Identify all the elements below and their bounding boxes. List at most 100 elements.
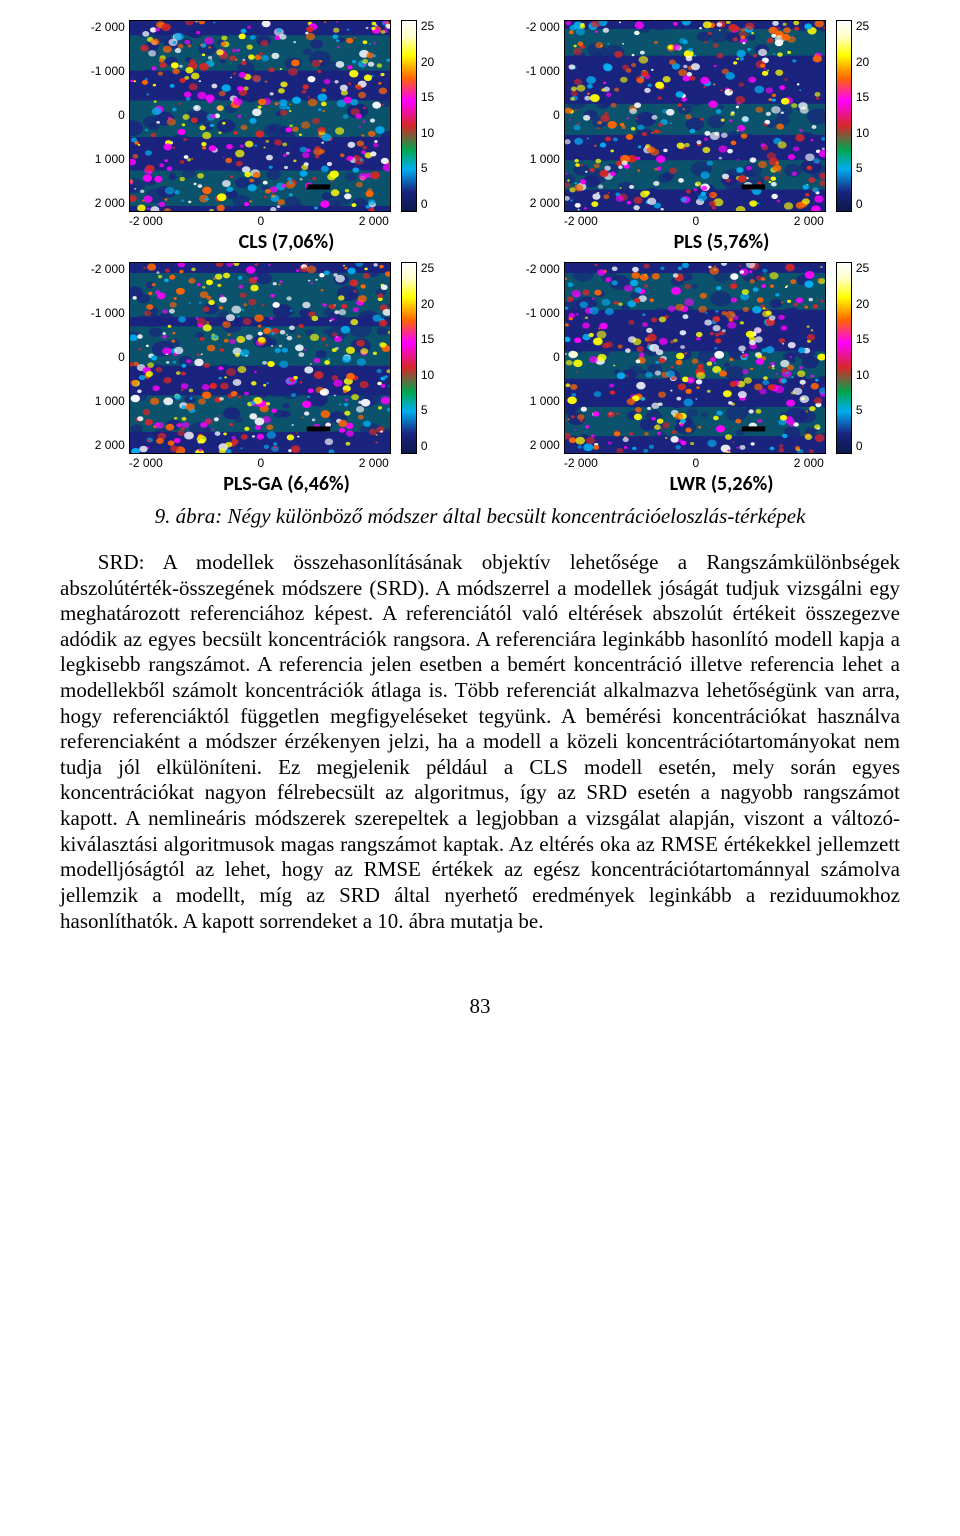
y-axis: -2 000-1 00001 0002 000 — [91, 20, 125, 210]
panel-lwr: -2 000 -1 000 0 1 000 2 000 -2 000 0 2 000 25 20 1… — [495, 262, 900, 496]
y-axis: -2 000-1 00001 0002 000 — [91, 262, 125, 452]
colorbar-tick: 25 — [421, 20, 434, 32]
chart-row: -2 000 -1 000 0 1 000 2 000-2 000 0 2 000 25 20 1… — [91, 20, 434, 228]
colorbar-tick: 10 — [856, 369, 869, 381]
x-tick: 0 — [692, 214, 699, 228]
figure-caption: 9. ábra: Négy különböző módszer által be… — [60, 504, 900, 529]
colorbar-tick: 15 — [421, 91, 434, 103]
colorbar-ticks: 25 20 15 10 5 0 — [856, 262, 869, 452]
panel-cls: -2 000 -1 000 0 1 000 2 000-2 000 0 2 000 25 20 1… — [60, 20, 465, 254]
colorbar-gradient — [836, 20, 852, 212]
document-page: -2 000 -1 000 0 1 000 2 000 -2 000 0 2 000 25 20 1… — [0, 0, 960, 1059]
colorbar: 2520151050 — [836, 20, 869, 212]
chart-row: -2 000 -1 000 0 1 000 2 000 -2 000 0 2 000 25 20 1… — [526, 262, 869, 470]
x-tick: 0 — [257, 456, 264, 470]
x-tick: -2 000 — [564, 214, 598, 228]
x-tick: 0 — [257, 214, 264, 228]
colorbar-tick: 20 — [421, 298, 434, 310]
panel-percent: (5,26%) — [711, 472, 774, 496]
colorbar-tick: 10 — [421, 369, 434, 381]
x-axis: -2 000 0 2 000 — [564, 456, 824, 470]
colorbar-gradient — [401, 262, 417, 454]
panel-pls: -2 000-1 00001 0002 000-2 00002 00025201… — [495, 20, 900, 254]
y-tick: 0 — [526, 350, 560, 364]
x-tick: -2 000 — [564, 456, 598, 470]
y-tick: -2 000 — [526, 20, 560, 34]
x-axis: -2 000 0 2 000 — [129, 456, 389, 470]
heatmap-image — [564, 262, 826, 454]
colorbar-tick: 0 — [856, 440, 869, 452]
y-tick: -1 000 — [526, 64, 560, 78]
x-axis: -2 000 0 2 000 — [129, 214, 389, 228]
colorbar: 25 20 15 10 5 0 — [401, 20, 434, 212]
panel-label: LWR (5,26%) — [568, 472, 876, 496]
y-axis: -2 000 -1 000 0 1 000 2 000 — [526, 20, 560, 210]
y-tick: 2 000 — [526, 196, 560, 210]
y-tick: 1 000 — [526, 394, 560, 408]
y-tick: -1 000 — [526, 306, 560, 320]
colorbar-tick: 20 — [856, 298, 869, 310]
y-tick: 2 000 — [91, 438, 125, 452]
colorbar-tick: 0 — [421, 198, 434, 210]
panel-name: CLS — [239, 230, 272, 254]
y-tick: -2 000 — [91, 20, 125, 34]
colorbar-tick: 15 — [856, 333, 869, 345]
y-tick: 1 000 — [91, 394, 125, 408]
panel-name: LWR — [670, 472, 711, 496]
colorbar-gradient — [836, 262, 852, 454]
y-axis: -2 000 -1 000 0 1 000 2 000 — [526, 262, 560, 452]
y-tick: 1 000 — [91, 152, 125, 166]
heatmap-column: -2 000 0 2 000 — [564, 262, 826, 470]
chart-row: -2 000-1 00001 0002 000-2 00002 00025201… — [526, 20, 869, 228]
body-paragraph: SRD: A modellek összehasonlításának obje… — [60, 550, 900, 934]
colorbar-tick: 5 — [856, 162, 869, 174]
heatmap-image — [129, 20, 391, 212]
colorbar-tick: 0 — [856, 198, 869, 210]
y-tick: 1 000 — [526, 152, 560, 166]
colorbar-gradient — [401, 20, 417, 212]
colorbar-tick: 25 — [856, 262, 869, 274]
colorbar-ticks: 2520151050 — [421, 262, 434, 452]
y-tick: -1 000 — [91, 64, 125, 78]
x-tick: 2 000 — [359, 456, 389, 470]
colorbar-tick: 10 — [421, 127, 434, 139]
colorbar-tick: 20 — [421, 56, 434, 68]
colorbar-tick: 15 — [856, 91, 869, 103]
x-tick: 0 — [692, 456, 699, 470]
colorbar: 2520151050 — [401, 262, 434, 454]
colorbar-tick: 15 — [421, 333, 434, 345]
y-tick: 0 — [526, 108, 560, 122]
panel-percent: (6,46%) — [287, 472, 350, 496]
colorbar-tick: 10 — [856, 127, 869, 139]
y-tick: 0 — [91, 350, 125, 364]
panel-percent: (5,76%) — [707, 230, 770, 254]
x-tick: 2 000 — [794, 214, 824, 228]
panel-label: PLS (5,76%) — [568, 230, 876, 254]
x-tick: -2 000 — [129, 456, 163, 470]
y-tick: 2 000 — [526, 438, 560, 452]
colorbar-ticks: 25 20 15 10 5 0 — [421, 20, 434, 210]
colorbar: 25 20 15 10 5 0 — [836, 262, 869, 454]
panel-percent: (7,06%) — [272, 230, 335, 254]
page-number: 83 — [60, 994, 900, 1019]
colorbar-ticks: 2520151050 — [856, 20, 869, 210]
y-tick: -2 000 — [526, 262, 560, 276]
heatmap-column: -2 000 0 2 000 — [129, 20, 391, 228]
colorbar-tick: 25 — [856, 20, 869, 32]
heatmap-column: -2 000 0 2 000 — [564, 20, 826, 228]
x-tick: 2 000 — [359, 214, 389, 228]
figure-grid: -2 000 -1 000 0 1 000 2 000 -2 000 0 2 000 25 20 1… — [60, 20, 900, 496]
heatmap-image — [564, 20, 826, 212]
x-tick: 2 000 — [794, 456, 824, 470]
colorbar-tick: 0 — [421, 440, 434, 452]
panel-label: PLS-GA (6,46%) — [133, 472, 441, 496]
panel-label: CLS (7,06%) — [133, 230, 441, 254]
x-tick: -2 000 — [129, 214, 163, 228]
chart-row: -2 000-1 00001 0002 000-2 00002 00025201… — [91, 262, 434, 470]
heatmap-image — [129, 262, 391, 454]
heatmap-column: -2 000 0 2 000 — [129, 262, 391, 470]
y-tick: -1 000 — [91, 306, 125, 320]
colorbar-tick: 5 — [421, 162, 434, 174]
panel-name: PLS-GA — [223, 472, 287, 496]
colorbar-tick: 5 — [856, 404, 869, 416]
